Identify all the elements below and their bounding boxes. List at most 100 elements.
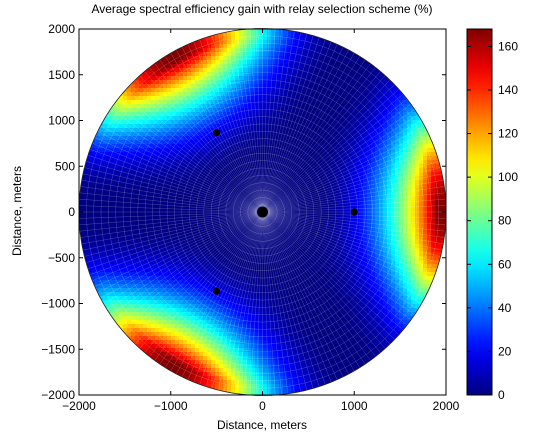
heatmap-cell [131,156,136,161]
heatmap-cell [283,228,288,233]
heatmap-cell [347,56,352,61]
heatmap-cell [315,196,320,201]
heatmap-cell [215,108,220,113]
heatmap-cell [355,180,360,185]
heatmap-cell [131,96,136,101]
heatmap-cell [347,252,352,257]
heatmap-cell [283,252,288,257]
heatmap-cell [367,268,372,273]
heatmap-cell [403,184,408,189]
heatmap-cell [171,200,176,205]
heatmap-cell [127,224,132,229]
heatmap-cell [111,132,116,137]
heatmap-cell [355,100,360,105]
heatmap-cell [403,236,408,241]
heatmap-cell [223,72,228,77]
heatmap-cell [299,244,304,249]
heatmap-cell [319,88,324,93]
heatmap-cell [203,268,208,273]
heatmap-cell [295,224,300,229]
heatmap-cell [255,64,260,69]
heatmap-cell [163,144,168,149]
heatmap-cell [251,240,256,245]
heatmap-cell [235,76,240,81]
heatmap-cell [375,224,380,229]
heatmap-cell [183,160,188,165]
heatmap-cell [415,240,420,245]
heatmap-cell [295,256,300,261]
heatmap-cell [231,256,236,261]
heatmap-cell [243,212,248,217]
heatmap-cell [331,144,336,149]
heatmap-cell [171,208,176,213]
heatmap-cell [255,112,260,117]
heatmap-cell [175,260,180,265]
heatmap-cell [367,136,372,141]
heatmap-cell [111,280,116,285]
heatmap-cell [203,212,208,217]
heatmap-cell [279,48,284,53]
heatmap-cell [327,160,332,165]
heatmap-cell [151,100,156,105]
heatmap-cell [411,172,416,177]
heatmap-cell [83,244,88,249]
heatmap-cell [155,84,160,89]
heatmap-cell [411,152,416,157]
heatmap-cell [255,168,260,173]
heatmap-cell [395,212,400,217]
heatmap-cell [315,200,320,205]
heatmap-cell [239,52,244,57]
heatmap-cell [139,144,144,149]
heatmap-cell [319,112,324,117]
heatmap-cell [83,252,88,257]
heatmap-cell [419,120,424,125]
heatmap-cell [339,60,344,65]
heatmap-cell [371,60,376,65]
heatmap-cell [307,232,312,237]
heatmap-cell [315,220,320,225]
heatmap-cell [291,56,296,61]
heatmap-cell [259,184,264,189]
heatmap-cell [159,168,164,173]
heatmap-cell [143,140,148,145]
heatmap-cell [323,240,328,245]
heatmap-cell [111,124,116,129]
heatmap-cell [95,180,100,185]
heatmap-cell [207,100,212,105]
heatmap-cell [195,44,200,49]
heatmap-cell [219,272,224,277]
heatmap-cell [171,196,176,201]
heatmap-cell [419,244,424,249]
heatmap-cell [319,128,324,133]
heatmap-cell [187,124,192,129]
heatmap-cell [363,116,368,121]
heatmap-cell [407,244,412,249]
heatmap-cell [327,248,332,253]
heatmap-cell [343,204,348,209]
heatmap-cell [375,116,380,121]
heatmap-cell [275,208,280,213]
heatmap-cell [171,92,176,97]
heatmap-cell [259,68,264,73]
heatmap-cell [391,80,396,85]
heatmap-cell [151,236,156,241]
heatmap-cell [83,220,88,225]
heatmap-cell [331,192,336,197]
heatmap-cell [435,236,440,241]
heatmap-cell [259,164,264,169]
heatmap-cell [387,184,392,189]
heatmap-cell [247,168,252,173]
heatmap-cell [187,88,192,93]
heatmap-cell [339,264,344,269]
heatmap-cell [103,236,108,241]
heatmap-cell [239,248,244,253]
heatmap-cell [147,212,152,217]
heatmap-cell [367,68,372,73]
heatmap-cell [131,192,136,197]
heatmap-cell [323,216,328,221]
heatmap-cell [207,108,212,113]
heatmap-cell [315,212,320,217]
heatmap-cell [391,236,396,241]
heatmap-cell [363,272,368,277]
heatmap-cell [419,168,424,173]
